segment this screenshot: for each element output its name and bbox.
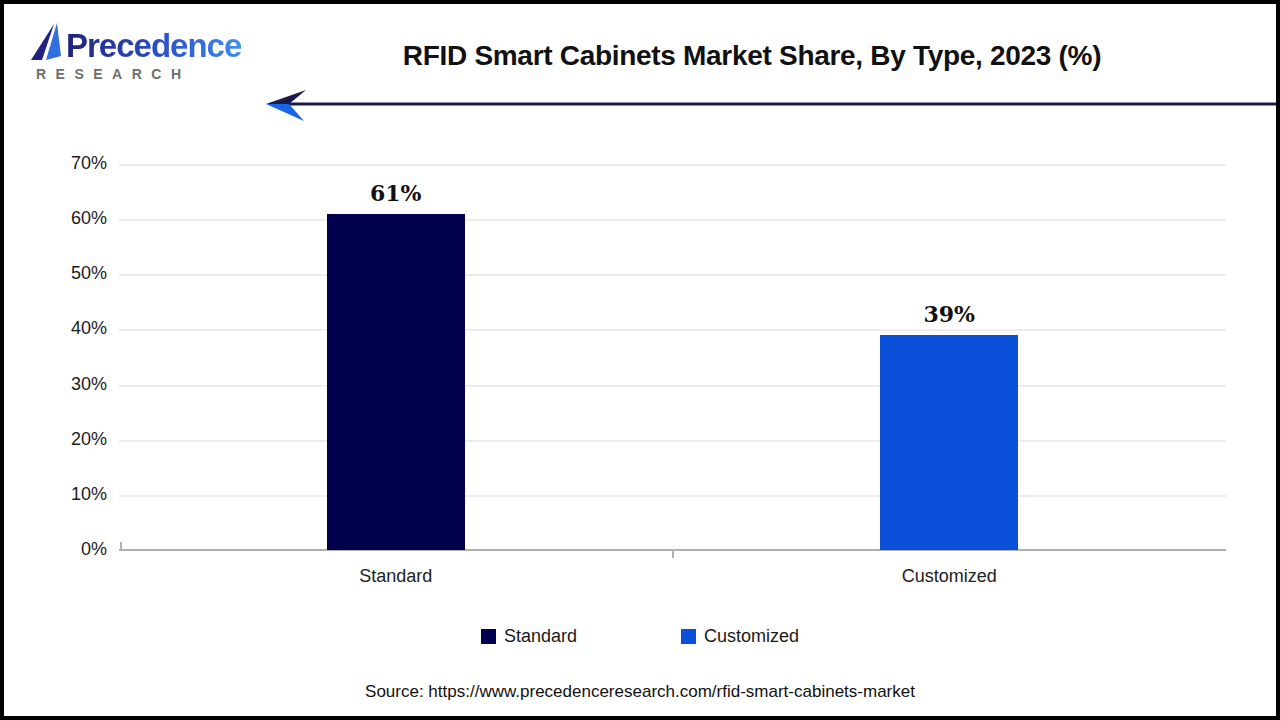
legend-item-standard: Standard	[481, 626, 577, 647]
legend: Standard Customized	[4, 626, 1276, 647]
y-tick-label: 60%	[71, 208, 107, 229]
legend-swatch	[681, 629, 696, 644]
legend-swatch	[481, 629, 496, 644]
legend-item-customized: Customized	[681, 626, 799, 647]
gridline	[119, 329, 1226, 331]
bar-standard	[327, 214, 465, 550]
y-tick-label: 50%	[71, 263, 107, 284]
gridline	[119, 385, 1226, 387]
y-tick-label: 0%	[81, 539, 107, 560]
y-tick-label: 40%	[71, 318, 107, 339]
y-tick-label: 20%	[71, 429, 107, 450]
y-axis-tick-labels: 70%60%50%40%30%20%10%0%	[4, 164, 107, 550]
gridline	[119, 219, 1226, 221]
gridline	[119, 495, 1226, 497]
axis-tick	[672, 551, 674, 558]
y-tick-label: 70%	[71, 153, 107, 174]
x-category-label: Standard	[359, 566, 432, 587]
chart-page: Precedence RESEARCH RFID Smart Cabinets …	[0, 0, 1280, 720]
gridline	[119, 164, 1226, 166]
legend-label: Standard	[504, 626, 577, 647]
y-tick-label: 10%	[71, 484, 107, 505]
axis-tick	[120, 542, 122, 550]
x-category-label: Customized	[902, 566, 997, 587]
gridline	[119, 440, 1226, 442]
source-text: Source: https://www.precedenceresearch.c…	[4, 682, 1276, 702]
bar-value-label: 61%	[370, 180, 422, 206]
bar-value-label: 39%	[923, 301, 975, 327]
legend-label: Customized	[704, 626, 799, 647]
gridline	[119, 274, 1226, 276]
bar-customized	[880, 335, 1018, 550]
plot-area: 61% 39%	[119, 164, 1226, 550]
y-tick-label: 30%	[71, 374, 107, 395]
bar-chart: 70% 60% 50% 40% 30% 20% 10% 0% 61% 39% Standard C…	[4, 4, 1280, 720]
